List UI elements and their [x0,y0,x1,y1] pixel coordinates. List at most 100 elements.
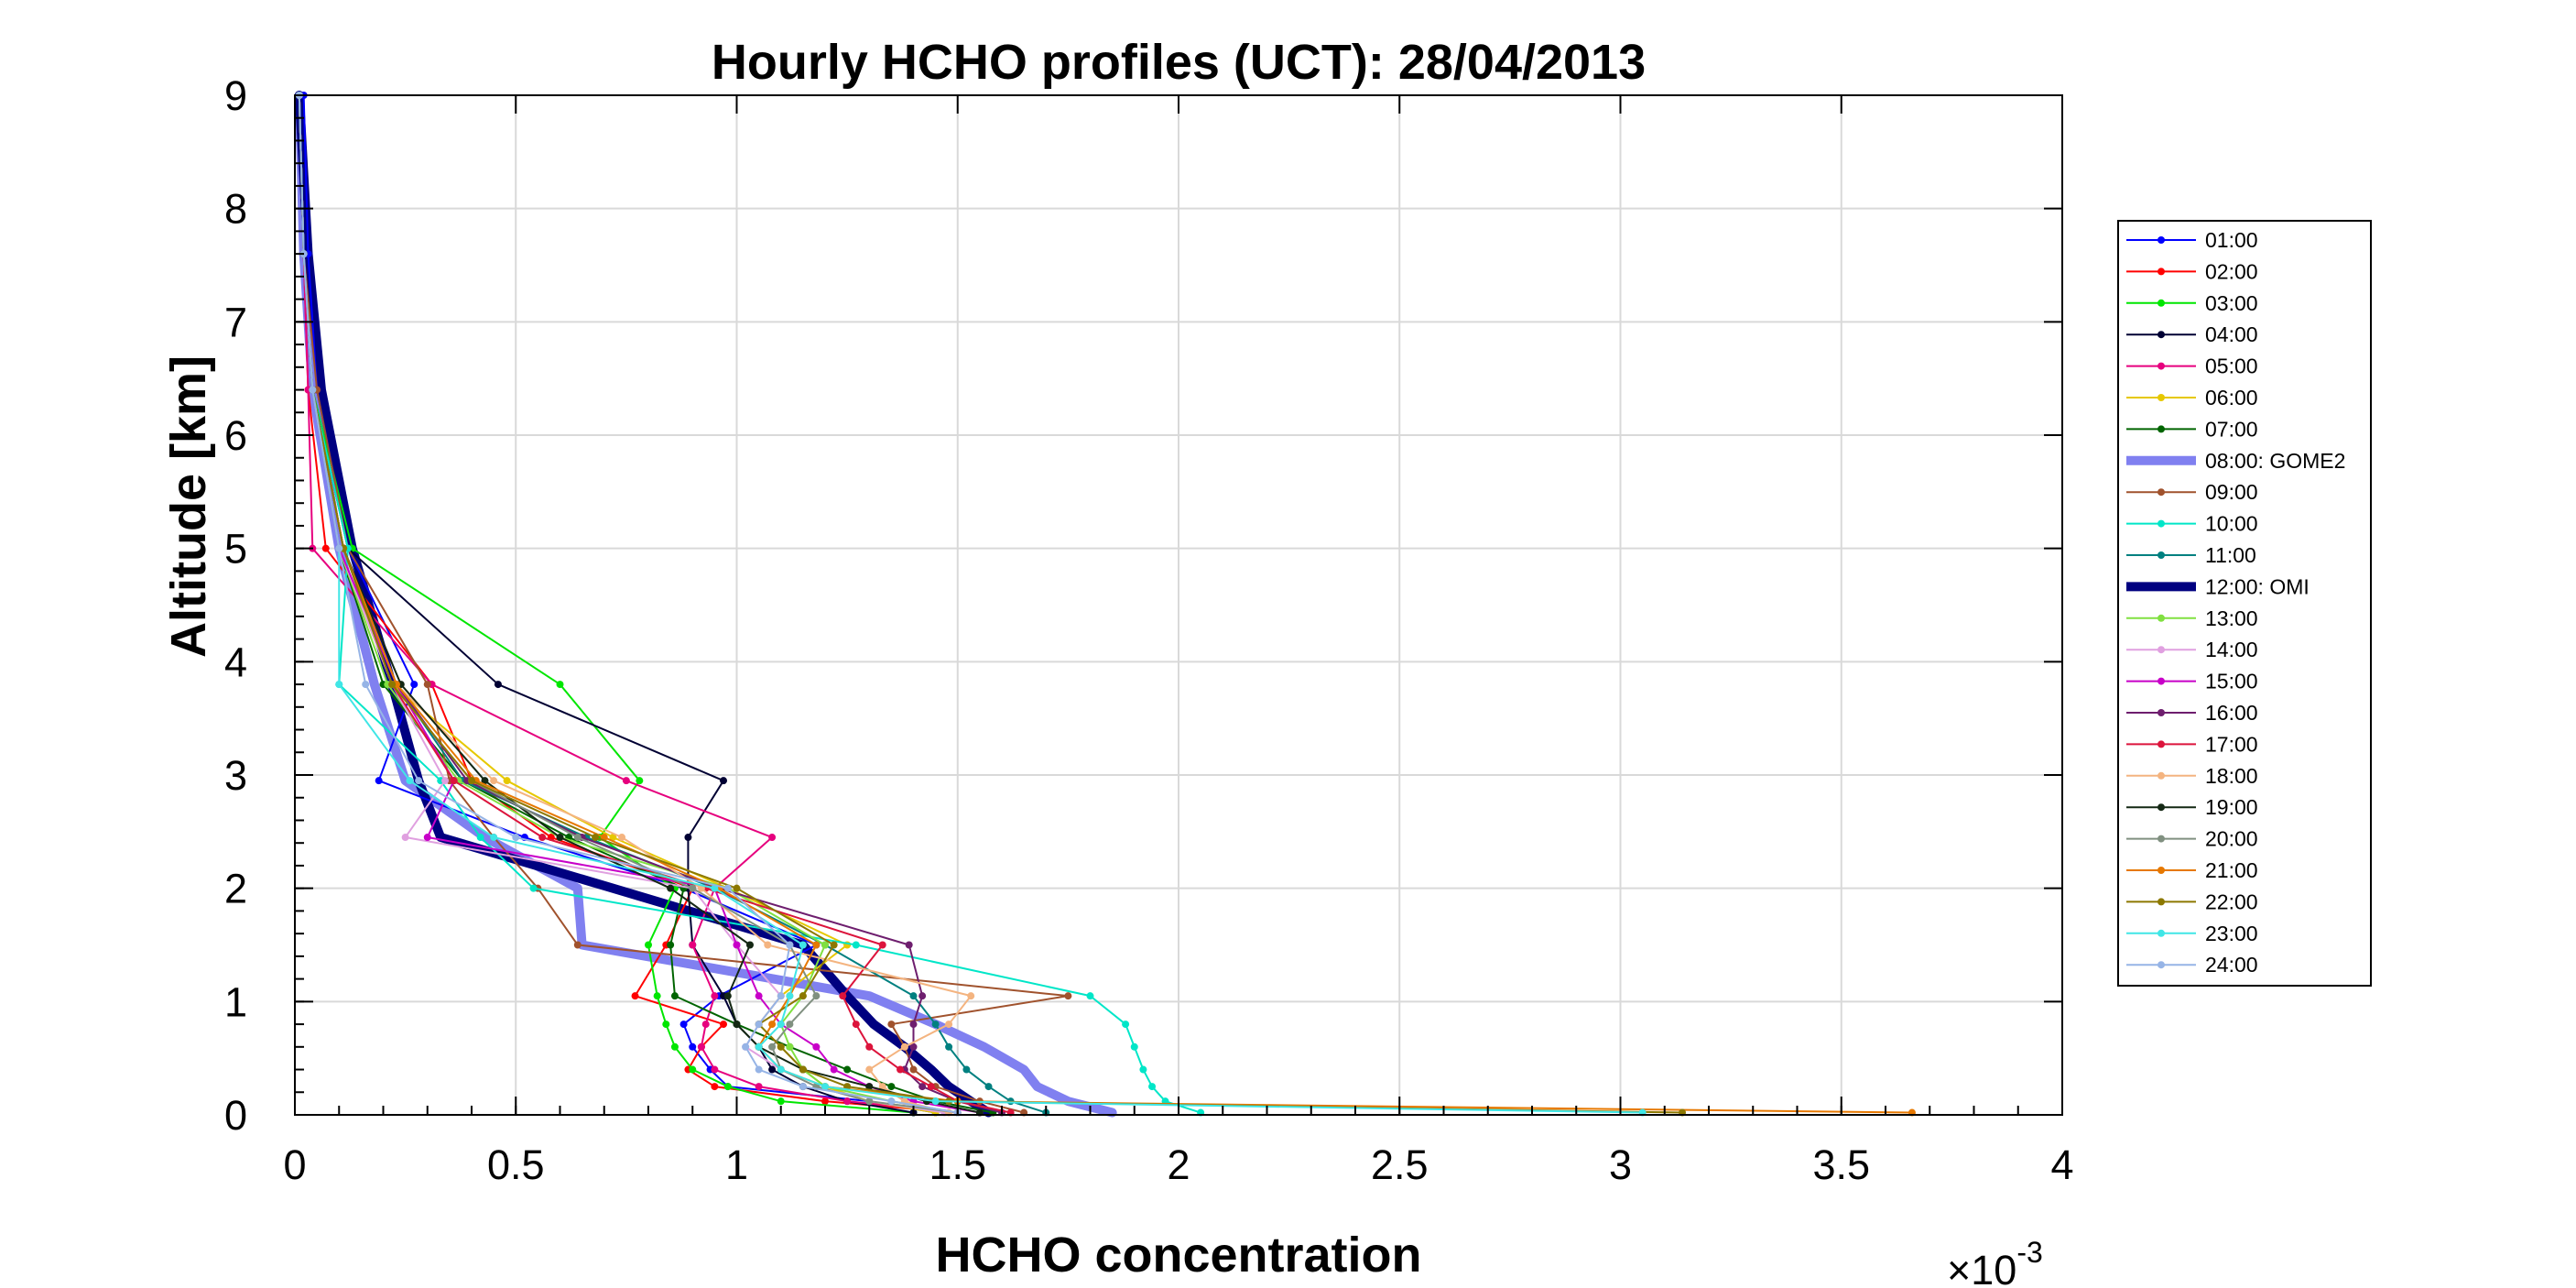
axis-ticks: 0 0.5 1 1.5 2 2.5 3 3.5 4 0 1 2 3 4 5 6 7 8 9 [224,72,2074,1188]
data-point [410,681,418,689]
y-axis-label: Altitude [km] [161,355,216,658]
legend-item-20-00: 20:00 [2126,827,2258,851]
data-point [618,834,626,842]
data-point [742,1042,750,1051]
data-point [556,681,564,689]
data-point [962,1065,971,1074]
data-point [1139,1065,1147,1074]
legend-label: 07:00 [2205,417,2258,441]
data-point [723,992,732,1000]
series-line [298,94,959,1114]
data-point [321,544,330,552]
legend-item-05-00: 05:00 [2126,355,2258,378]
data-point [556,834,564,842]
data-point [670,1042,679,1051]
data-point [852,1021,860,1029]
legend-label: 16:00 [2205,701,2258,725]
legend-marker [2158,394,2165,401]
legend-label: 04:00 [2205,322,2258,346]
data-point [755,1083,763,1091]
x-axis-multiplier: ×10-3 [1947,1236,2043,1288]
data-point [733,941,741,949]
y-tick-label: 8 [224,186,247,233]
x-tick-label: 0 [283,1141,306,1188]
data-point [843,1097,852,1106]
data-point [777,1021,785,1029]
data-point [755,992,763,1000]
legend-marker [2158,299,2165,307]
data-point [401,834,409,842]
y-tick-label: 3 [224,752,247,799]
plot-area: 0 0.5 1 1.5 2 2.5 3 3.5 4 0 1 2 3 4 5 6 7 8 9 [224,72,2074,1188]
data-point [897,1065,905,1074]
legend-label: 23:00 [2205,922,2258,945]
legend-item-07-00: 07:00 [2126,417,2258,441]
data-point [450,777,458,785]
legend-marker [2158,771,2165,780]
data-point [711,992,719,1000]
data-point [777,992,785,1000]
data-point [852,941,860,949]
data-point [362,681,370,689]
legend-label: 01:00 [2205,228,2258,252]
legend-item-16-00: 16:00 [2126,701,2258,725]
legend-label: 15:00 [2205,670,2258,693]
data-point [441,777,450,785]
data-point [423,681,431,689]
x-axis-label: HCHO concentration [935,1228,1421,1283]
data-point [733,884,741,892]
data-point [631,992,639,1000]
data-point [711,1065,719,1074]
legend-marker [2158,646,2165,654]
legend-marker [2158,929,2165,937]
data-point [667,941,675,949]
data-point [927,1083,935,1091]
legend-item-14-00: 14:00 [2126,638,2258,661]
series-line [298,94,1070,1114]
data-point [764,941,772,949]
series-line [298,94,1202,1114]
x-tick-label: 4 [2050,1141,2073,1188]
legend-label: 13:00 [2205,606,2258,630]
series-line [294,91,994,1118]
y-tick-label: 6 [224,412,247,459]
data-point [918,992,927,1000]
data-point [375,777,383,785]
data-point [636,777,644,785]
data-point [468,777,475,785]
data-point [909,1065,918,1074]
legend-marker [2158,677,2165,685]
legend-label: 19:00 [2205,795,2258,819]
legend-marker [2158,267,2165,276]
data-point [777,1065,785,1074]
data-point [415,777,423,785]
data-point [967,992,975,1000]
data-point [887,1083,896,1091]
legend-label: 12:00: OMI [2205,574,2310,598]
data-point [1148,1083,1157,1091]
data-point [786,992,794,1000]
legend-item-22-00: 22:00 [2126,890,2258,913]
x-multiplier-exponent: -3 [2016,1236,2042,1269]
data-point [701,1021,710,1029]
legend-item-19-00: 19:00 [2126,795,2258,819]
data-point [490,777,498,785]
legend-marker [2158,488,2165,497]
legend-marker [2158,425,2165,433]
legend-item-24-00: 24:00 [2126,953,2258,977]
data-point [309,386,317,394]
legend-label: 22:00 [2205,890,2258,913]
legend-item-04-00: 04:00 [2126,322,2258,346]
legend-marker [2158,614,2165,622]
series-24-00 [295,92,962,1117]
data-point [865,1083,874,1091]
data-point [1122,1021,1130,1029]
series-12-00-omi [294,91,994,1118]
legend-marker [2158,867,2165,874]
legend-label: 06:00 [2205,386,2258,409]
legend-label: 05:00 [2205,355,2258,378]
legend: 01:00 02:00 03:00 04:00 05:00 06:00 07:00 08:00… [2117,220,2372,987]
data-point [645,941,652,949]
data-point [1086,992,1094,1000]
data-point [918,1083,927,1091]
